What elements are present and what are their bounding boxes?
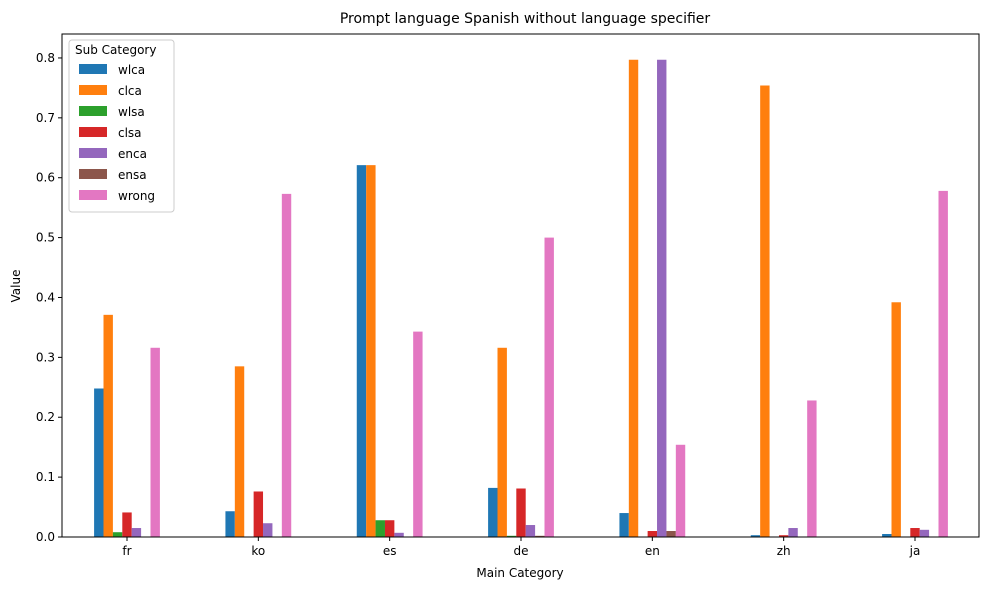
y-tick-label: 0.5 <box>36 231 55 245</box>
bar-wrong-es <box>413 331 423 537</box>
bar-wrong-fr <box>150 347 160 537</box>
legend-swatch-clsa <box>79 127 107 137</box>
legend-label-wrong: wrong <box>118 189 155 203</box>
y-axis-label: Value <box>9 270 23 303</box>
bar-wlsa-de <box>506 535 517 537</box>
legend: Sub Category wlca clca wlsa clsa enca ensa wron… <box>68 39 175 213</box>
bar-ensa-en <box>666 531 676 537</box>
bar-wlsa-fr <box>112 532 123 537</box>
x-tick-label-ko: ko <box>251 544 265 558</box>
bar-enca-ja <box>919 529 930 537</box>
bar-enca-fr <box>131 528 142 537</box>
bar-clca-ko <box>234 366 245 537</box>
y-tick-label: 0.4 <box>36 290 55 304</box>
bar-enca-es <box>394 532 404 537</box>
bar-clca-zh <box>760 85 770 537</box>
bar-wlca-de <box>488 487 498 537</box>
legend-title: Sub Category <box>75 43 156 57</box>
y-tick-label: 0.3 <box>36 350 55 364</box>
bar-clsa-zh <box>778 535 789 537</box>
x-tick-label-de: de <box>514 544 529 558</box>
bar-enca-ko <box>263 523 273 537</box>
bar-clca-es <box>366 165 376 537</box>
bar-clsa-es <box>384 520 395 537</box>
legend-label-ensa: ensa <box>118 168 147 182</box>
bar-wlca-es <box>356 165 367 537</box>
bar-wrong-ko <box>281 193 292 537</box>
bar-clsa-ja <box>910 528 920 537</box>
x-axis-label: Main Category <box>476 566 563 580</box>
y-tick-label: 0.2 <box>36 410 55 424</box>
legend-swatch-wlca <box>79 64 107 74</box>
x-tick-label-fr: fr <box>122 544 131 558</box>
bar-ensa-de <box>535 535 545 537</box>
y-axis: 0.0 0.1 0.2 0.3 0.4 0.5 0.6 0.7 0.8 <box>36 51 62 544</box>
legend-swatch-wrong <box>79 190 107 200</box>
legend-swatch-wlsa <box>79 106 107 116</box>
bar-enca-en <box>657 59 667 537</box>
y-tick-label: 0.1 <box>36 470 55 484</box>
legend-swatch-clca <box>79 85 107 95</box>
legend-swatch-ensa <box>79 169 107 179</box>
bar-clsa-en <box>647 531 658 537</box>
x-axis: fr ko es de en zh ja <box>122 537 920 558</box>
legend-swatch-enca <box>79 148 107 158</box>
legend-label-wlsa: wlsa <box>118 105 145 119</box>
bar-wlca-en <box>619 513 629 537</box>
x-tick-label-en: en <box>645 544 660 558</box>
legend-label-enca: enca <box>118 147 147 161</box>
bar-wlca-zh <box>750 535 761 537</box>
x-tick-label-zh: zh <box>777 544 791 558</box>
bar-wrong-ja <box>938 190 948 537</box>
bar-enca-zh <box>788 528 798 537</box>
bar-clsa-ko <box>253 491 264 537</box>
bar-wlca-ja <box>882 534 892 537</box>
x-tick-label-ja: ja <box>909 544 921 558</box>
chart-title: Prompt language Spanish without language… <box>340 11 711 27</box>
bar-wrong-zh <box>807 400 817 537</box>
x-tick-label-es: es <box>383 544 397 558</box>
y-tick-label: 0.0 <box>36 530 55 544</box>
bar-clca-en <box>628 59 639 537</box>
bar-enca-de <box>525 525 536 537</box>
y-tick-label: 0.7 <box>36 111 55 125</box>
bar-wlca-fr <box>94 388 104 537</box>
bar-wrong-de <box>544 237 554 537</box>
bar-clca-de <box>497 347 507 537</box>
bar-clca-ja <box>891 302 901 537</box>
y-tick-label: 0.8 <box>36 51 55 65</box>
bar-clsa-fr <box>122 512 132 537</box>
bar-clsa-de <box>516 488 526 537</box>
bar-wlca-ko <box>225 511 235 537</box>
legend-label-clsa: clsa <box>118 126 142 140</box>
bar-wlsa-es <box>375 520 385 537</box>
legend-label-wlca: wlca <box>118 63 145 77</box>
bar-clca-fr <box>103 314 113 537</box>
bar-wrong-en <box>675 444 686 537</box>
plot-frame <box>61 33 980 538</box>
bars-group <box>94 59 948 537</box>
y-tick-label: 0.6 <box>36 171 55 185</box>
legend-label-clca: clca <box>118 84 142 98</box>
